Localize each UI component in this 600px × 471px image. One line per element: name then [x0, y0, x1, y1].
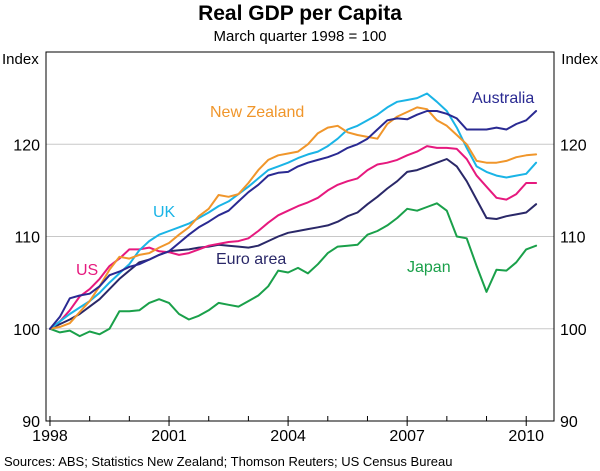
series-line-japan [49, 202, 538, 338]
series-line-australia [49, 110, 538, 330]
y-axis-unit-left: Index [2, 51, 39, 68]
series-label-uk: UK [153, 204, 176, 221]
x-tick-label: 2007 [389, 428, 425, 445]
series-label-new-zealand: New Zealand [210, 104, 304, 121]
y-tick-label-right: 110 [560, 230, 586, 247]
x-tick-label: 2001 [151, 428, 187, 445]
y-tick-label-left: 110 [14, 230, 40, 247]
y-tick-label-left: 90 [22, 414, 40, 431]
series-line-new-zealand [49, 106, 538, 330]
y-tick-label-right: 90 [560, 414, 578, 431]
series-line-uk [49, 92, 538, 330]
y-axis-unit-right: Index [561, 51, 598, 68]
gridlines [46, 143, 554, 330]
series-labels: New Zealand Australia UK US Euro area Ja… [76, 90, 534, 279]
chart-title: Real GDP per Capita [198, 2, 402, 25]
y-tick-label-left: 100 [13, 322, 40, 339]
series-lines [49, 92, 538, 338]
x-axis-ticks: 1998 2001 2004 2007 2010 [32, 416, 544, 445]
chart-source: Sources: ABS; Statistics New Zealand; Th… [4, 454, 452, 469]
x-tick-label: 1998 [32, 428, 68, 445]
series-label-us: US [76, 262, 98, 279]
series-line-us [49, 145, 538, 330]
y-tick-label-right: 100 [560, 322, 587, 339]
x-tick-label: 2010 [508, 428, 544, 445]
y-tick-label-right: 120 [560, 137, 587, 154]
x-tick-label: 2004 [270, 428, 306, 445]
y-tick-label-left: 120 [13, 137, 40, 154]
y-axis-ticks: 90 90 100 100 110 110 120 120 [13, 137, 587, 431]
plot-frame [45, 51, 555, 422]
series-line-euro-area [49, 158, 538, 330]
chart-subtitle: March quarter 1998 = 100 [213, 28, 386, 45]
series-label-japan: Japan [407, 259, 451, 276]
series-label-euro-area: Euro area [216, 251, 286, 268]
series-label-australia: Australia [472, 90, 534, 107]
